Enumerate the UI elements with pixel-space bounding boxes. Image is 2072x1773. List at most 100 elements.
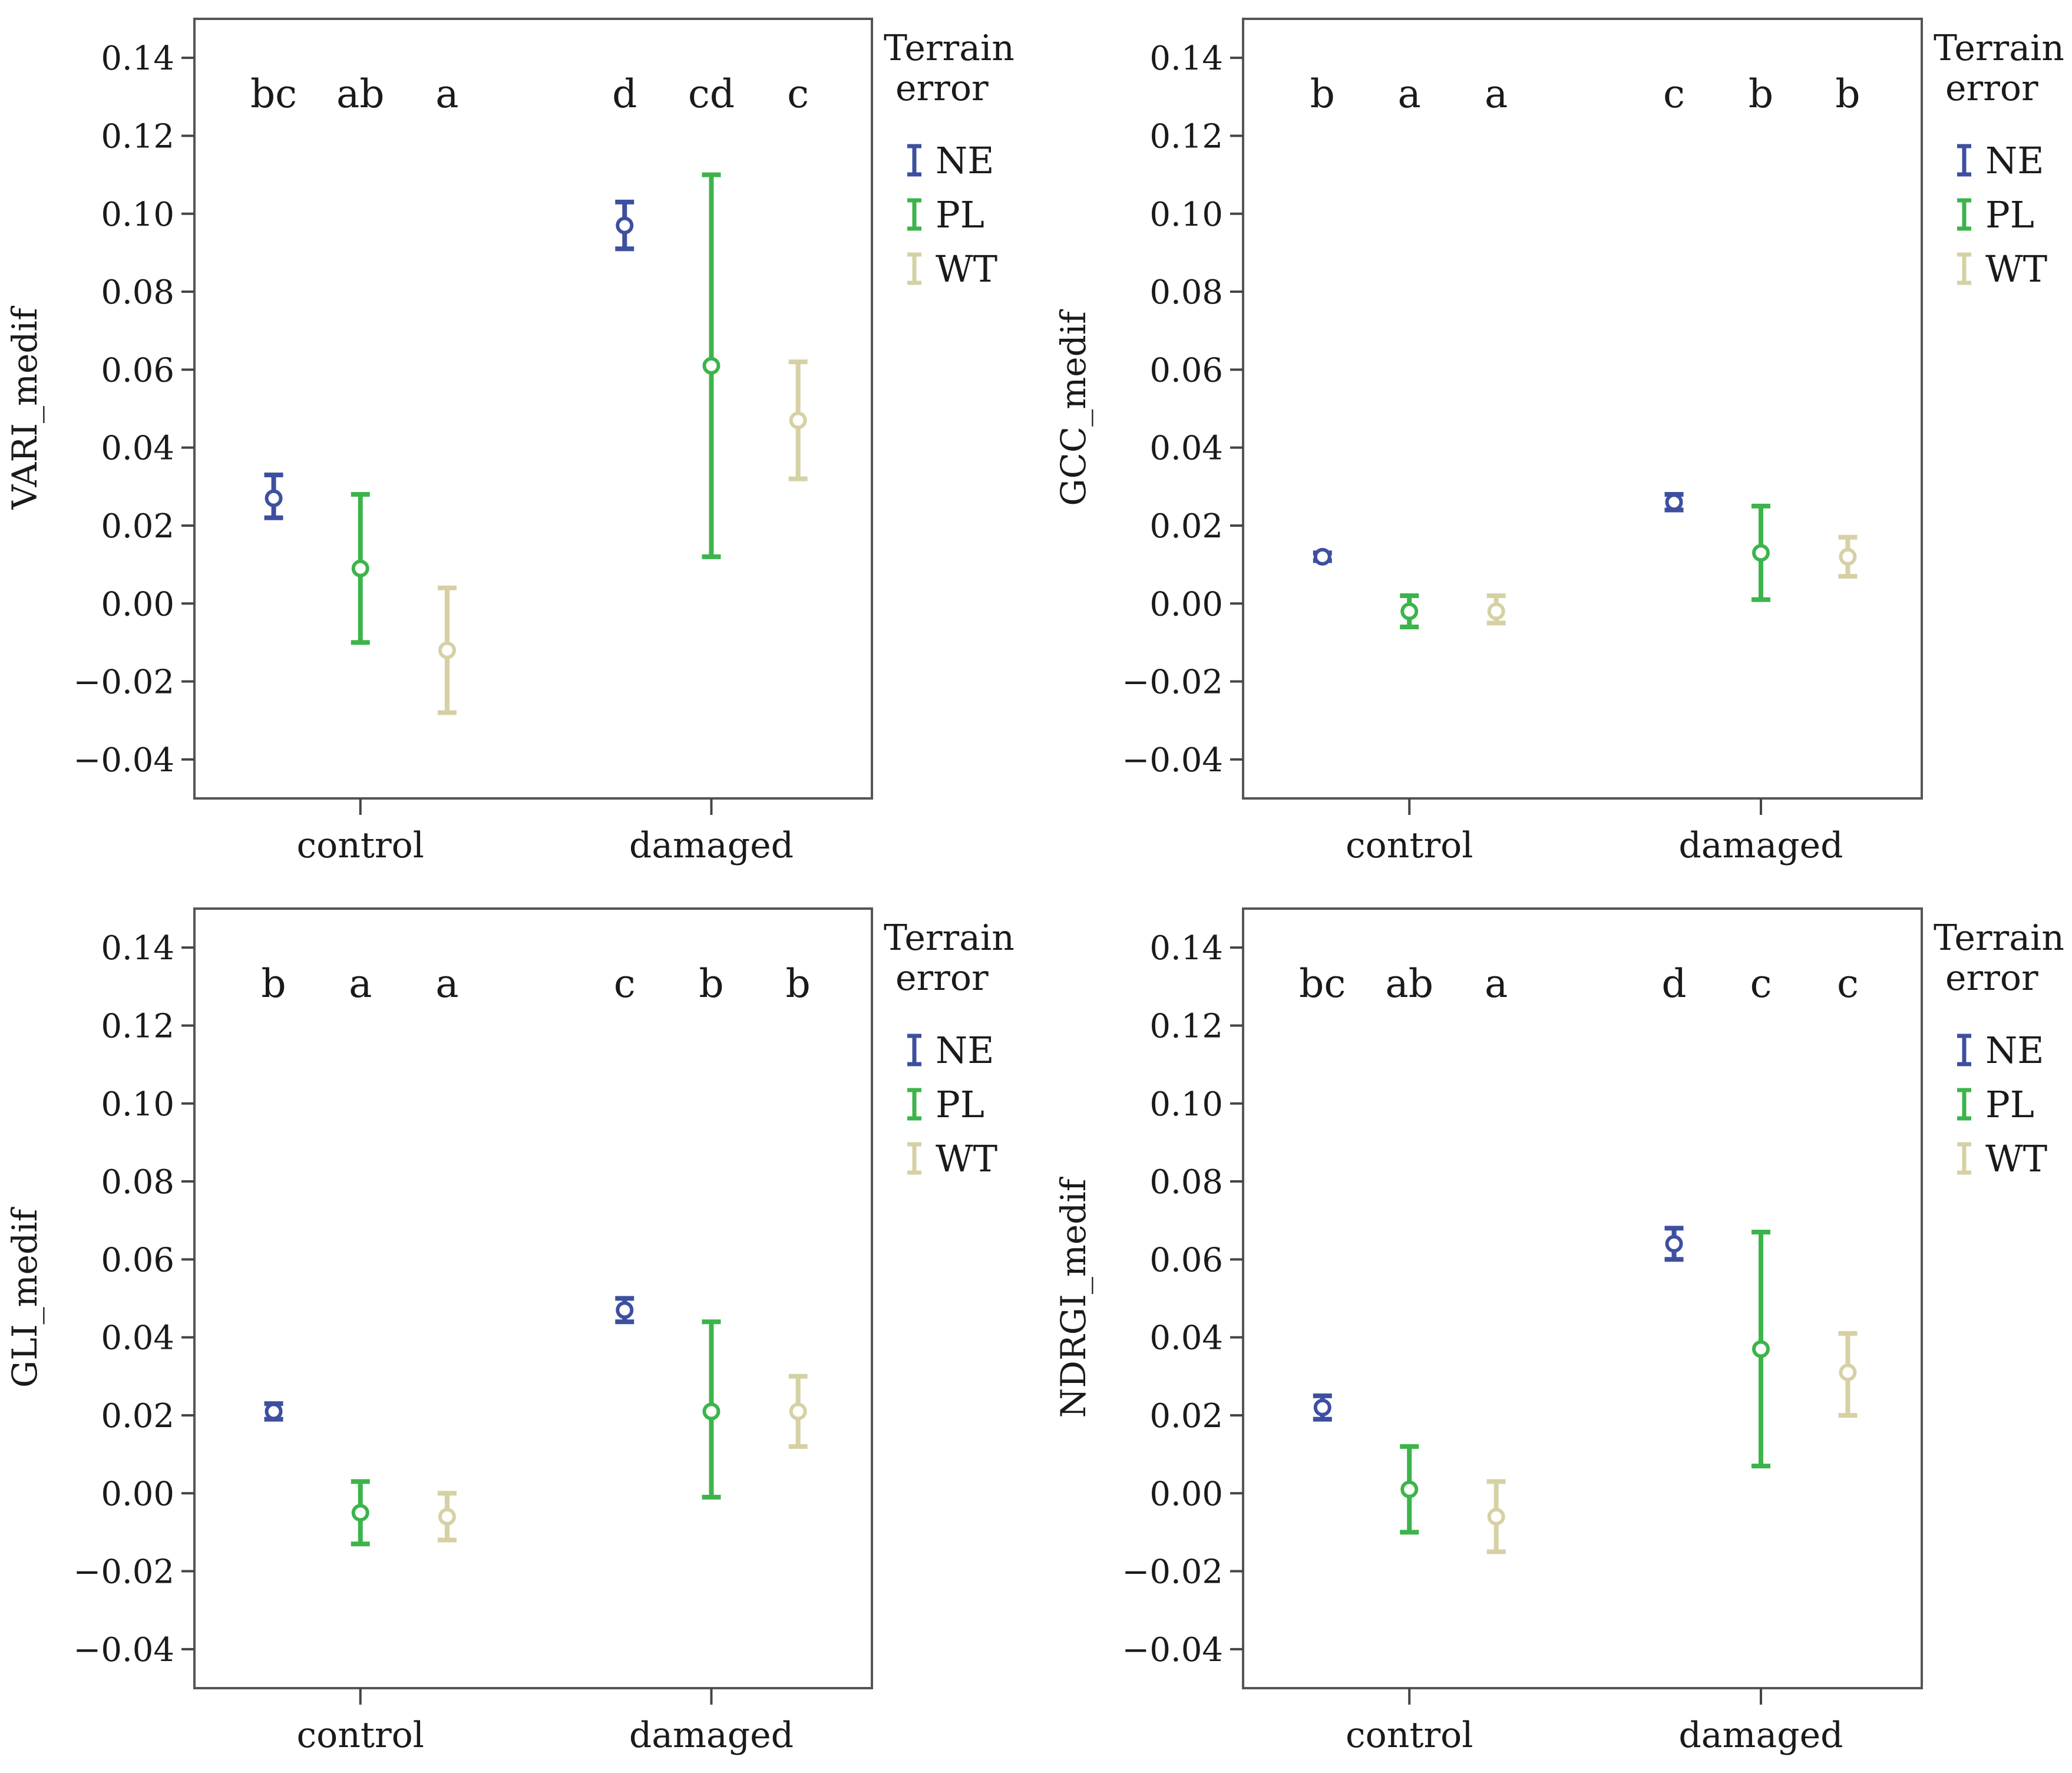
y-tick-label: 0.12 bbox=[1149, 117, 1223, 156]
mean-point bbox=[1665, 1234, 1683, 1253]
x-category-label: damaged bbox=[1678, 1715, 1843, 1756]
significance-letter: b bbox=[699, 961, 723, 1006]
y-tick-label: 0.08 bbox=[1149, 273, 1223, 312]
y-tick-label: 0.08 bbox=[1149, 1163, 1223, 1201]
significance-letter: c bbox=[1750, 961, 1772, 1006]
legend-label-pl: PL bbox=[1985, 1083, 2034, 1126]
y-tick-label: −0.04 bbox=[73, 741, 174, 780]
mean-point bbox=[1313, 1398, 1331, 1417]
significance-letter: a bbox=[1485, 71, 1508, 117]
y-tick-label: 0.14 bbox=[1149, 39, 1223, 78]
y-tick-label: 0.02 bbox=[101, 507, 174, 546]
y-tick-label: 0.14 bbox=[1149, 929, 1223, 968]
y-tick-label: 0.04 bbox=[101, 1319, 174, 1358]
y-tick-label: 0.06 bbox=[1149, 1241, 1223, 1279]
significance-letter: a bbox=[349, 961, 372, 1006]
y-tick-label: 0.10 bbox=[101, 196, 174, 234]
mean-point bbox=[1752, 1340, 1770, 1358]
significance-letter: b bbox=[1749, 71, 1773, 117]
mean-point bbox=[1665, 493, 1683, 511]
y-tick-label: 0.00 bbox=[1149, 1475, 1223, 1513]
mean-point bbox=[1487, 602, 1505, 620]
significance-letter: d bbox=[612, 71, 637, 117]
legend-label-wt: WT bbox=[936, 1137, 997, 1180]
y-tick-label: −0.02 bbox=[1122, 1553, 1223, 1592]
y-tick-label: 0.08 bbox=[101, 273, 174, 312]
mean-point bbox=[789, 411, 807, 430]
mean-point bbox=[1400, 602, 1419, 620]
mean-point bbox=[438, 641, 456, 659]
legend-label-ne: NE bbox=[1985, 139, 2044, 182]
significance-letter: bc bbox=[250, 71, 297, 117]
x-category-label: control bbox=[297, 825, 424, 866]
mean-point bbox=[438, 1507, 456, 1526]
y-axis-label: NDRGI_medif bbox=[1053, 1177, 1093, 1418]
mean-point bbox=[1313, 547, 1331, 566]
x-category-label: damaged bbox=[1678, 825, 1843, 866]
significance-letter: b bbox=[1310, 71, 1335, 117]
y-axis-label: GCC_medif bbox=[1053, 309, 1093, 506]
legend-label-ne: NE bbox=[936, 1029, 994, 1072]
significance-letter: cd bbox=[688, 71, 735, 117]
legend-label-wt: WT bbox=[1985, 247, 2047, 290]
y-tick-label: 0.10 bbox=[1149, 196, 1223, 234]
mean-point bbox=[265, 1402, 283, 1421]
mean-point bbox=[702, 1402, 721, 1421]
significance-letter: a bbox=[435, 71, 458, 117]
significance-letter: b bbox=[261, 961, 286, 1006]
y-axis-label: GLI_medif bbox=[5, 1207, 45, 1388]
legend-label-ne: NE bbox=[936, 139, 994, 182]
mean-point bbox=[1839, 547, 1857, 566]
y-tick-label: −0.04 bbox=[1122, 741, 1223, 780]
mean-point bbox=[702, 356, 721, 375]
y-tick-label: 0.14 bbox=[101, 929, 174, 968]
legend-title-line1: Terrain bbox=[1934, 28, 2064, 69]
y-tick-label: 0.02 bbox=[101, 1397, 174, 1435]
legend-title-line2: error bbox=[1945, 68, 2038, 109]
significance-letter: c bbox=[614, 961, 636, 1006]
mean-point bbox=[789, 1402, 807, 1421]
legend-label-pl: PL bbox=[1985, 193, 2034, 236]
mean-point bbox=[1400, 1480, 1419, 1498]
mean-point bbox=[616, 1301, 634, 1319]
plot-frame bbox=[1242, 18, 1923, 800]
x-category-label: control bbox=[1346, 1715, 1473, 1756]
y-tick-label: 0.08 bbox=[101, 1163, 174, 1201]
significance-letter: a bbox=[1485, 961, 1508, 1006]
mean-point bbox=[351, 559, 369, 577]
legend-title-line1: Terrain bbox=[884, 28, 1014, 69]
y-tick-label: −0.04 bbox=[73, 1631, 174, 1669]
legend-label-ne: NE bbox=[1985, 1029, 2044, 1072]
chart-panel-4: −0.04 −0.02 0.00 0.02 0.04 0.06 0.08 0.10 0.12 0.… bbox=[1053, 907, 2064, 1756]
y-tick-label: 0.02 bbox=[1149, 507, 1223, 546]
x-category-label: control bbox=[297, 1715, 424, 1756]
chart-panel-1: −0.04 −0.02 0.00 0.02 0.04 0.06 0.08 0.10 0.12 0.… bbox=[5, 18, 1014, 866]
y-tick-label: 0.06 bbox=[101, 351, 174, 389]
significance-letter: d bbox=[1661, 961, 1686, 1006]
y-tick-label: −0.02 bbox=[73, 1553, 174, 1592]
significance-letter: b bbox=[1835, 71, 1860, 117]
legend-label-wt: WT bbox=[1985, 1137, 2047, 1180]
legend-title-line2: error bbox=[1945, 958, 2038, 999]
legend-label-wt: WT bbox=[936, 247, 997, 290]
mean-point bbox=[1839, 1363, 1857, 1382]
y-tick-label: −0.02 bbox=[73, 663, 174, 702]
chart-panel-3: −0.04 −0.02 0.00 0.02 0.04 0.06 0.08 0.10 0.12 0.… bbox=[5, 907, 1014, 1756]
y-tick-label: 0.00 bbox=[101, 1475, 174, 1513]
x-category-label: control bbox=[1346, 825, 1473, 866]
x-category-label: damaged bbox=[629, 1715, 794, 1756]
legend-label-pl: PL bbox=[936, 193, 984, 236]
significance-letter: b bbox=[786, 961, 811, 1006]
y-tick-label: −0.02 bbox=[1122, 663, 1223, 702]
y-tick-label: 0.06 bbox=[101, 1241, 174, 1279]
legend-title-line2: error bbox=[895, 958, 989, 999]
y-tick-label: 0.00 bbox=[1149, 585, 1223, 623]
y-tick-label: 0.12 bbox=[101, 117, 174, 156]
significance-letter: a bbox=[435, 961, 458, 1006]
significance-letter: a bbox=[1398, 71, 1421, 117]
mean-point bbox=[616, 216, 634, 235]
